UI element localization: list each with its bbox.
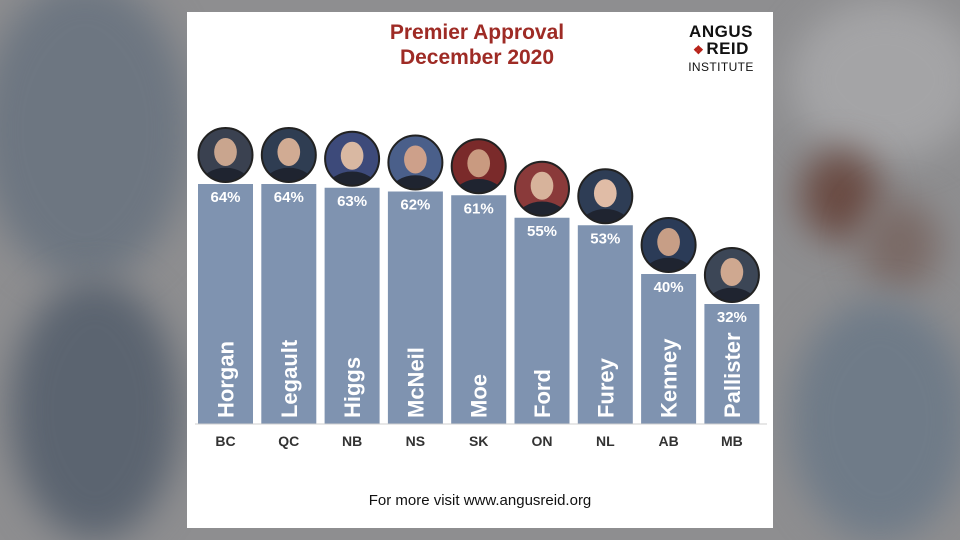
- avatar-face: [404, 145, 427, 174]
- avatar-ring: [450, 138, 507, 195]
- avatar-face: [593, 179, 617, 208]
- chart-card: Premier Approval December 2020 ANGUS ❖ RE…: [187, 12, 773, 528]
- premier-avatar: [515, 161, 569, 216]
- background-blur-left: [0, 0, 190, 280]
- premier-avatar: [704, 248, 759, 302]
- logo-line-reid: REID: [706, 39, 749, 58]
- avatar-suit: [454, 179, 504, 194]
- logo-line-reid-row: ❖ REID: [673, 40, 769, 59]
- avatar-face: [277, 137, 301, 167]
- bar-qc: [261, 184, 317, 424]
- avatar-suit: [517, 201, 567, 216]
- background-blur-left-lower: [10, 280, 180, 540]
- avatar-ring: [260, 127, 317, 183]
- avatar-suit: [644, 257, 693, 272]
- province-tick-label: QC: [278, 433, 299, 449]
- bar-nl: [577, 225, 633, 424]
- bar-mb: [704, 304, 760, 424]
- value-label: 53%: [590, 230, 620, 247]
- bar-on: [514, 217, 570, 424]
- avatar-suit: [707, 287, 757, 302]
- premier-name-label: Furey: [593, 357, 618, 418]
- avatar-face: [720, 257, 744, 287]
- premier-name-label: Kenney: [657, 338, 682, 418]
- premier-name-label: Ford: [530, 369, 555, 418]
- premier-avatar: [641, 218, 696, 272]
- logo-line-angus: ANGUS: [689, 22, 753, 41]
- avatar-face: [340, 141, 364, 170]
- province-tick-label: NB: [342, 433, 362, 449]
- premier-avatar: [451, 139, 506, 194]
- background-blur-right-lower: [790, 300, 960, 540]
- background-blur-face-2: [860, 200, 940, 290]
- maple-leaf-icon: ❖: [693, 43, 705, 57]
- avatar-ring: [324, 130, 381, 187]
- value-label: 32%: [717, 309, 747, 326]
- avatar-suit: [581, 209, 630, 224]
- premier-name-label: Pallister: [720, 332, 745, 418]
- premier-name-label: Moe: [467, 374, 492, 418]
- value-label: 64%: [210, 189, 240, 206]
- province-tick-label: NS: [406, 433, 425, 449]
- premier-avatar: [261, 128, 316, 182]
- avatar-ring: [703, 247, 760, 303]
- premier-name-label: Horgan: [214, 341, 239, 418]
- title-line: Premier Approval: [389, 21, 565, 44]
- avatar-face: [467, 149, 491, 178]
- avatar-ring: [387, 134, 444, 191]
- avatar-face: [530, 171, 554, 200]
- province-tick-label: BC: [215, 433, 235, 449]
- avatar-ring: [577, 168, 634, 225]
- premier-avatar: [388, 135, 443, 190]
- bars-layer: 64% Horgan BC 64% Legault QC 63% Higgs NB 62% McNe…: [197, 127, 760, 449]
- chart-title: Premier Approval December 2020: [337, 20, 617, 70]
- value-label: 61%: [464, 200, 494, 217]
- avatar-ring: [640, 217, 697, 273]
- bar-ab: [641, 274, 697, 424]
- avatar-face: [214, 137, 237, 167]
- bar-chart: 64% Horgan BC 64% Legault QC 63% Higgs NB 62% McNe…: [195, 127, 767, 449]
- avatar-ring: [197, 127, 254, 183]
- value-label: 63%: [337, 193, 367, 210]
- premier-name-label: McNeil: [403, 347, 428, 418]
- province-tick-label: ON: [532, 433, 553, 449]
- avatar-suit: [201, 167, 250, 182]
- avatar-suit: [264, 167, 314, 182]
- premier-avatar: [578, 169, 633, 224]
- premier-name-label: Legault: [277, 339, 302, 418]
- avatar-suit: [391, 175, 440, 190]
- value-label: 64%: [274, 189, 304, 206]
- province-tick-label: SK: [469, 433, 488, 449]
- avatar-face: [657, 227, 680, 257]
- bar-ns: [387, 191, 443, 424]
- avatar-ring: [514, 160, 570, 217]
- background-blur-right-top: [790, 0, 960, 160]
- premier-name-label: Higgs: [340, 357, 365, 418]
- province-tick-label: MB: [721, 433, 743, 449]
- avatar-suit: [327, 171, 377, 186]
- bar-bc: [198, 184, 253, 424]
- bar-nb: [324, 187, 380, 424]
- bar-sk: [451, 195, 507, 424]
- logo-line-institute: INSTITUTE: [688, 60, 754, 74]
- value-label: 55%: [527, 223, 557, 240]
- footer-text: For more visit www.angusreid.org: [368, 492, 592, 509]
- angus-reid-logo: ANGUS ❖ REID INSTITUTE: [673, 23, 769, 76]
- subtitle-line: December 2020: [399, 46, 555, 69]
- value-label: 40%: [654, 279, 684, 296]
- province-tick-label: NL: [596, 433, 615, 449]
- premier-avatar: [325, 131, 380, 186]
- province-tick-label: AB: [658, 433, 678, 449]
- value-label: 62%: [400, 197, 430, 214]
- premier-avatar: [198, 128, 253, 182]
